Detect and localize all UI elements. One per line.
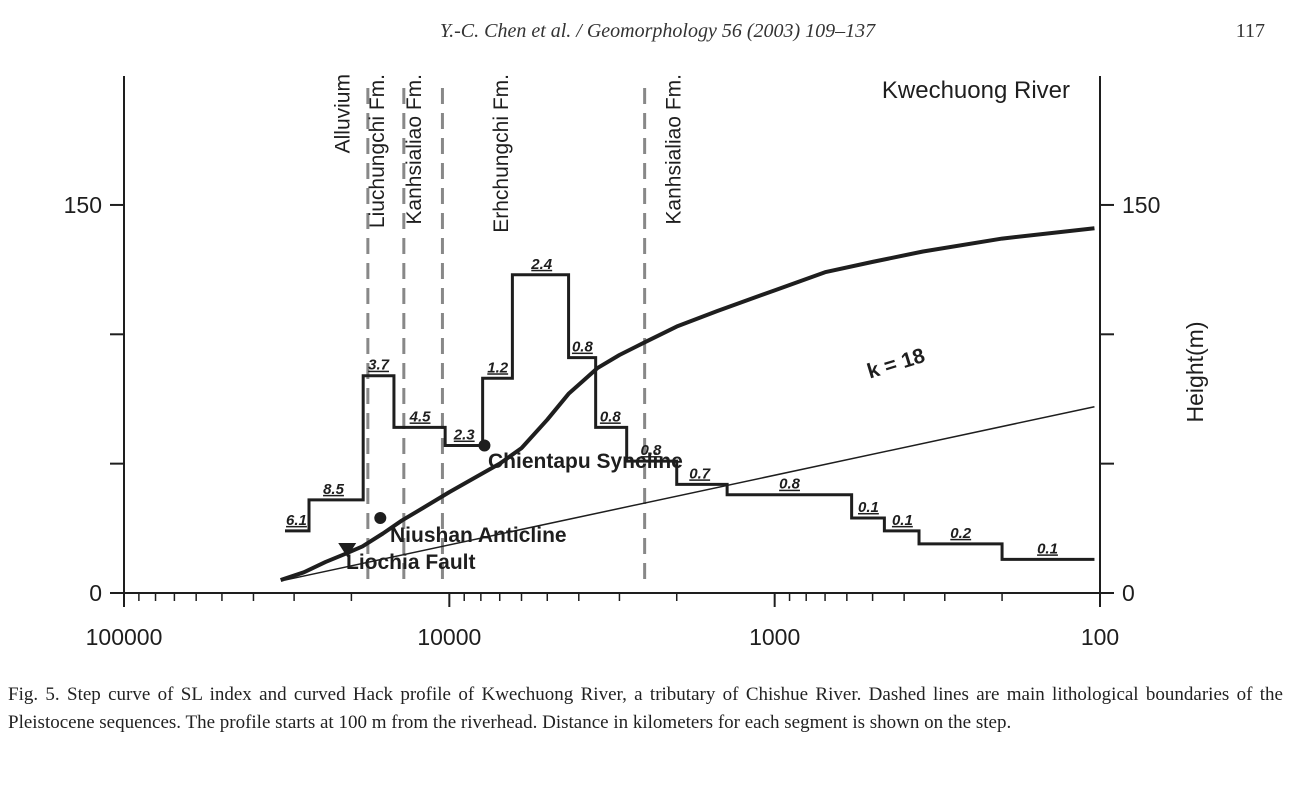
sl-index-step-curve [284,273,1095,561]
formation-label: Alluvium [331,74,354,153]
step-distance-label: 0.1 [1037,540,1058,557]
annotation-niushan-anticline: Niushan Anticline [390,524,567,547]
step-distance-label: 0.1 [858,499,879,516]
step-distance-label: 0.8 [572,339,594,356]
step-distance-label: 2.4 [530,256,553,273]
y-tick-label-left: 150 [64,192,102,218]
figure-caption: Fig. 5. Step curve of SL index and curve… [8,684,1283,733]
y-tick-label-left: 0 [89,580,102,606]
step-distance-label: 1.2 [487,359,509,376]
formation-label: Kanhsialiao Fm. [403,74,426,225]
y-tick-label-right: 150 [1122,192,1160,218]
k-reference-line [284,406,1095,581]
running-head: Y.-C. Chen et al. / Geomorphology 56 (20… [0,20,1315,50]
step-distance-label: 4.5 [409,408,432,425]
annotation-liochia-fault: Liochia Fault [346,551,476,574]
x-tick-label: 100000 [86,624,163,650]
fault-marker [338,543,357,558]
step-distance-label: 0.8 [779,476,801,493]
formation-label: Kanhsialiao Fm. [662,74,685,225]
x-tick-label: 100 [1081,624,1119,650]
page-number: 117 [1235,20,1265,42]
step-distance-label: 0.8 [641,442,663,459]
annotation-chientapu-syncline: Chientapu Syncline [488,450,683,473]
step-distance-label: 2.3 [453,427,476,444]
step-distance-label: 0.1 [892,512,913,529]
hack-profile-curve [280,226,1095,582]
formation-label: Liuchungchi Fm. [366,74,389,228]
journal-reference: Y.-C. Chen et al. / Geomorphology 56 (20… [439,20,876,42]
x-tick-label: 1000 [749,624,800,650]
step-distance-label: 0.2 [950,525,972,542]
step-distance-label: 6.1 [286,512,307,529]
step-distance-label: 3.7 [368,357,390,374]
step-distance-label: 8.5 [323,481,345,498]
formation-label: Erhchungchi Fm. [490,74,513,233]
step-distance-label: 0.8 [600,408,622,425]
anticline-marker [374,511,387,524]
step-distance-label: 0.7 [689,465,711,482]
x-tick-label: 10000 [417,624,481,650]
k-line-label: k = 18 [865,344,928,383]
syncline-marker [478,439,491,452]
y-tick-label-right: 0 [1122,580,1135,606]
chart-title: Kwechuong River [882,77,1070,104]
y-axis-label: Height(m) [1182,322,1208,423]
